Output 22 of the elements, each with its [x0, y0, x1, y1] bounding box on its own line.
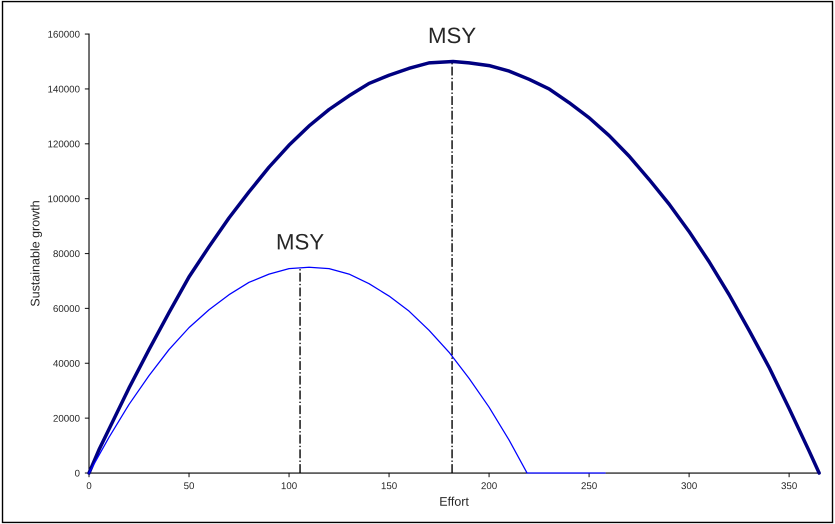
y-tick-label: 40000	[53, 360, 80, 367]
ref-line-label: MSY	[430, 28, 476, 44]
y-tick-label: 120000	[48, 140, 80, 148]
y-tick-label: 20000	[53, 414, 80, 422]
x-axis-title: Effort	[440, 496, 469, 506]
y-tick-label: 0	[74, 470, 80, 477]
x-tick-label: 50	[184, 482, 194, 490]
y-tick-label: 80000	[53, 250, 80, 258]
x-tick-label: 0	[86, 482, 92, 490]
x-tick-label: 150	[382, 482, 397, 490]
line-series	[88, 266, 606, 474]
ref-line-label: MSY	[278, 234, 324, 250]
x-tick-label: 350	[781, 482, 797, 490]
y-axis-title: Sustainable growth	[30, 201, 42, 306]
y-tick-label: 140000	[48, 86, 80, 93]
x-tick-label: 300	[681, 482, 697, 490]
x-tick-label: 200	[481, 482, 497, 490]
y-tick-label: 160000	[48, 30, 80, 38]
y-tick-label: 60000	[53, 305, 80, 312]
x-tick-label: 250	[581, 482, 597, 490]
x-tick-label: 100	[282, 482, 297, 490]
y-tick-label: 100000	[48, 195, 80, 202]
